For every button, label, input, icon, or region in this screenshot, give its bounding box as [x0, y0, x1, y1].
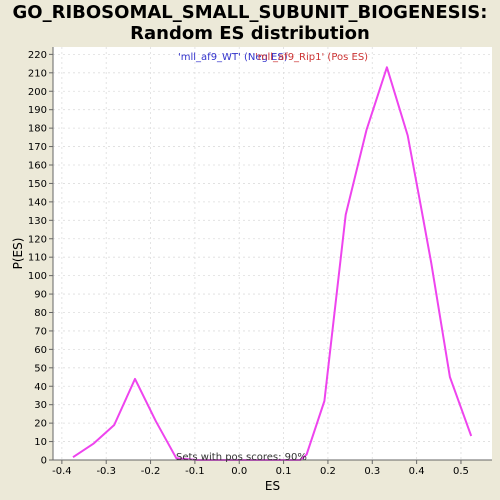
legend-entry-neg: 'mll_af9_WT' (Neg ES) — [178, 52, 288, 63]
x-tick-label: -0.3 — [96, 466, 116, 477]
chart-title-line-2: Random ES distribution — [130, 23, 370, 44]
y-tick-label: 200 — [28, 87, 47, 98]
y-tick-label: 90 — [34, 290, 47, 301]
y-tick-label: 10 — [34, 437, 47, 448]
y-tick-label: 160 — [28, 161, 47, 172]
x-tick-label: 0.5 — [453, 466, 469, 477]
y-tick-label: 40 — [34, 382, 47, 393]
y-tick-label: 140 — [28, 197, 47, 208]
x-tick-label: 0.0 — [231, 466, 247, 477]
y-tick-label: 170 — [28, 142, 47, 153]
x-tick-label: 0.4 — [409, 466, 425, 477]
y-tick-label: 210 — [28, 68, 47, 79]
y-tick-label: 30 — [34, 400, 47, 411]
y-tick-label: 190 — [28, 105, 47, 116]
plot-area — [53, 47, 492, 460]
y-tick-label: 110 — [28, 253, 47, 264]
y-tick-label: 60 — [34, 345, 47, 356]
x-axis-label: ES — [265, 479, 280, 493]
y-axis-label: P(ES) — [11, 238, 25, 270]
chart-title: GO_RIBOSOMAL_SMALL_SUBUNIT_BIOGENESIS: R… — [0, 2, 500, 44]
y-tick-label: 70 — [34, 326, 47, 337]
axes: -0.4 -0.3 -0.2 -0.1 0.0 0.1 0.2 0.3 0.4 0.5 0 10 20 3… — [28, 47, 492, 477]
y-tick-label: 0 — [41, 456, 47, 467]
x-tick-label: 0.3 — [364, 466, 380, 477]
y-tick-label: 130 — [28, 216, 47, 227]
y-tick-label: 50 — [34, 363, 47, 374]
x-tick-label: 0.2 — [320, 466, 336, 477]
chart-title-line-1: GO_RIBOSOMAL_SMALL_SUBUNIT_BIOGENESIS: — [12, 2, 488, 23]
y-tick-label: 100 — [28, 271, 47, 282]
legend: 'mll_af9_WT' (Neg ES) 'mll_af9_Rip1' (Po… — [178, 52, 368, 63]
x-tick-label: 0.1 — [276, 466, 292, 477]
y-tick-label: 120 — [28, 234, 47, 245]
y-tick-label: 20 — [34, 419, 47, 430]
y-tick-label: 150 — [28, 179, 47, 190]
pos-scores-annotation: Sets with pos scores: 90% — [176, 452, 307, 463]
grid-lines — [53, 47, 492, 461]
y-tick-label: 80 — [34, 308, 47, 319]
legend-entry-pos: 'mll_af9_Rip1' (Pos ES) — [255, 52, 368, 63]
x-tick-label: -0.2 — [141, 466, 161, 477]
y-tick-label: 220 — [28, 50, 47, 61]
x-tick-label: -0.1 — [185, 466, 205, 477]
x-tick-label: -0.4 — [52, 466, 72, 477]
y-tick-label: 180 — [28, 124, 47, 135]
